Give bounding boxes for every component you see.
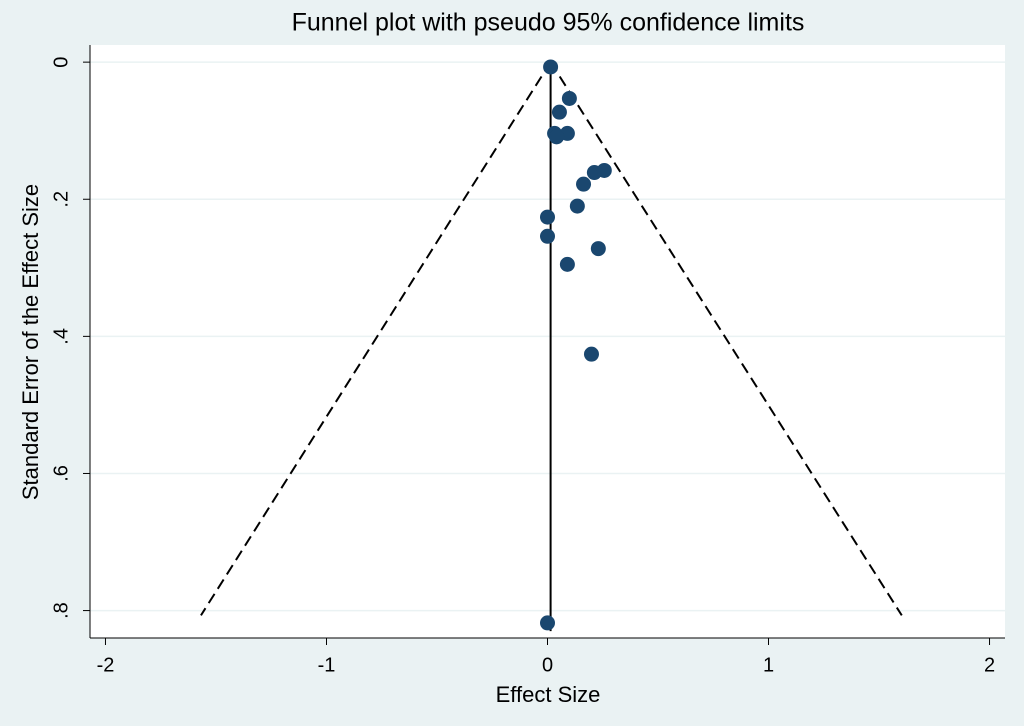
point	[543, 59, 559, 75]
y-tick-label: .8	[50, 602, 72, 619]
x-tick-label: 2	[984, 654, 995, 676]
x-axis-label: Effect Size	[496, 682, 601, 707]
point	[540, 228, 555, 244]
y-axis-label: Standard Error of the Effect Size	[18, 184, 43, 500]
x-tick-label: -1	[318, 654, 336, 676]
point	[540, 615, 555, 631]
point	[590, 241, 606, 257]
y-tick-label: 0	[50, 57, 72, 68]
y-tick-label: .2	[50, 191, 72, 208]
confidence-limit	[200, 61, 552, 616]
x-tick-label: 1	[763, 654, 774, 676]
point	[576, 176, 592, 192]
y-tick-label: .4	[50, 328, 72, 345]
point	[596, 162, 612, 178]
point	[583, 346, 599, 362]
x-tick-label: 0	[542, 654, 553, 676]
point	[540, 209, 555, 225]
point	[569, 198, 585, 214]
point	[559, 256, 575, 272]
y-tick-label: .6	[50, 465, 72, 482]
confidence-limit	[549, 61, 903, 616]
point	[561, 90, 577, 106]
chart-title: Funnel plot with pseudo 95% confidence l…	[292, 9, 805, 37]
x-tick-label: -2	[97, 654, 115, 676]
point	[551, 104, 567, 120]
point	[549, 129, 565, 145]
